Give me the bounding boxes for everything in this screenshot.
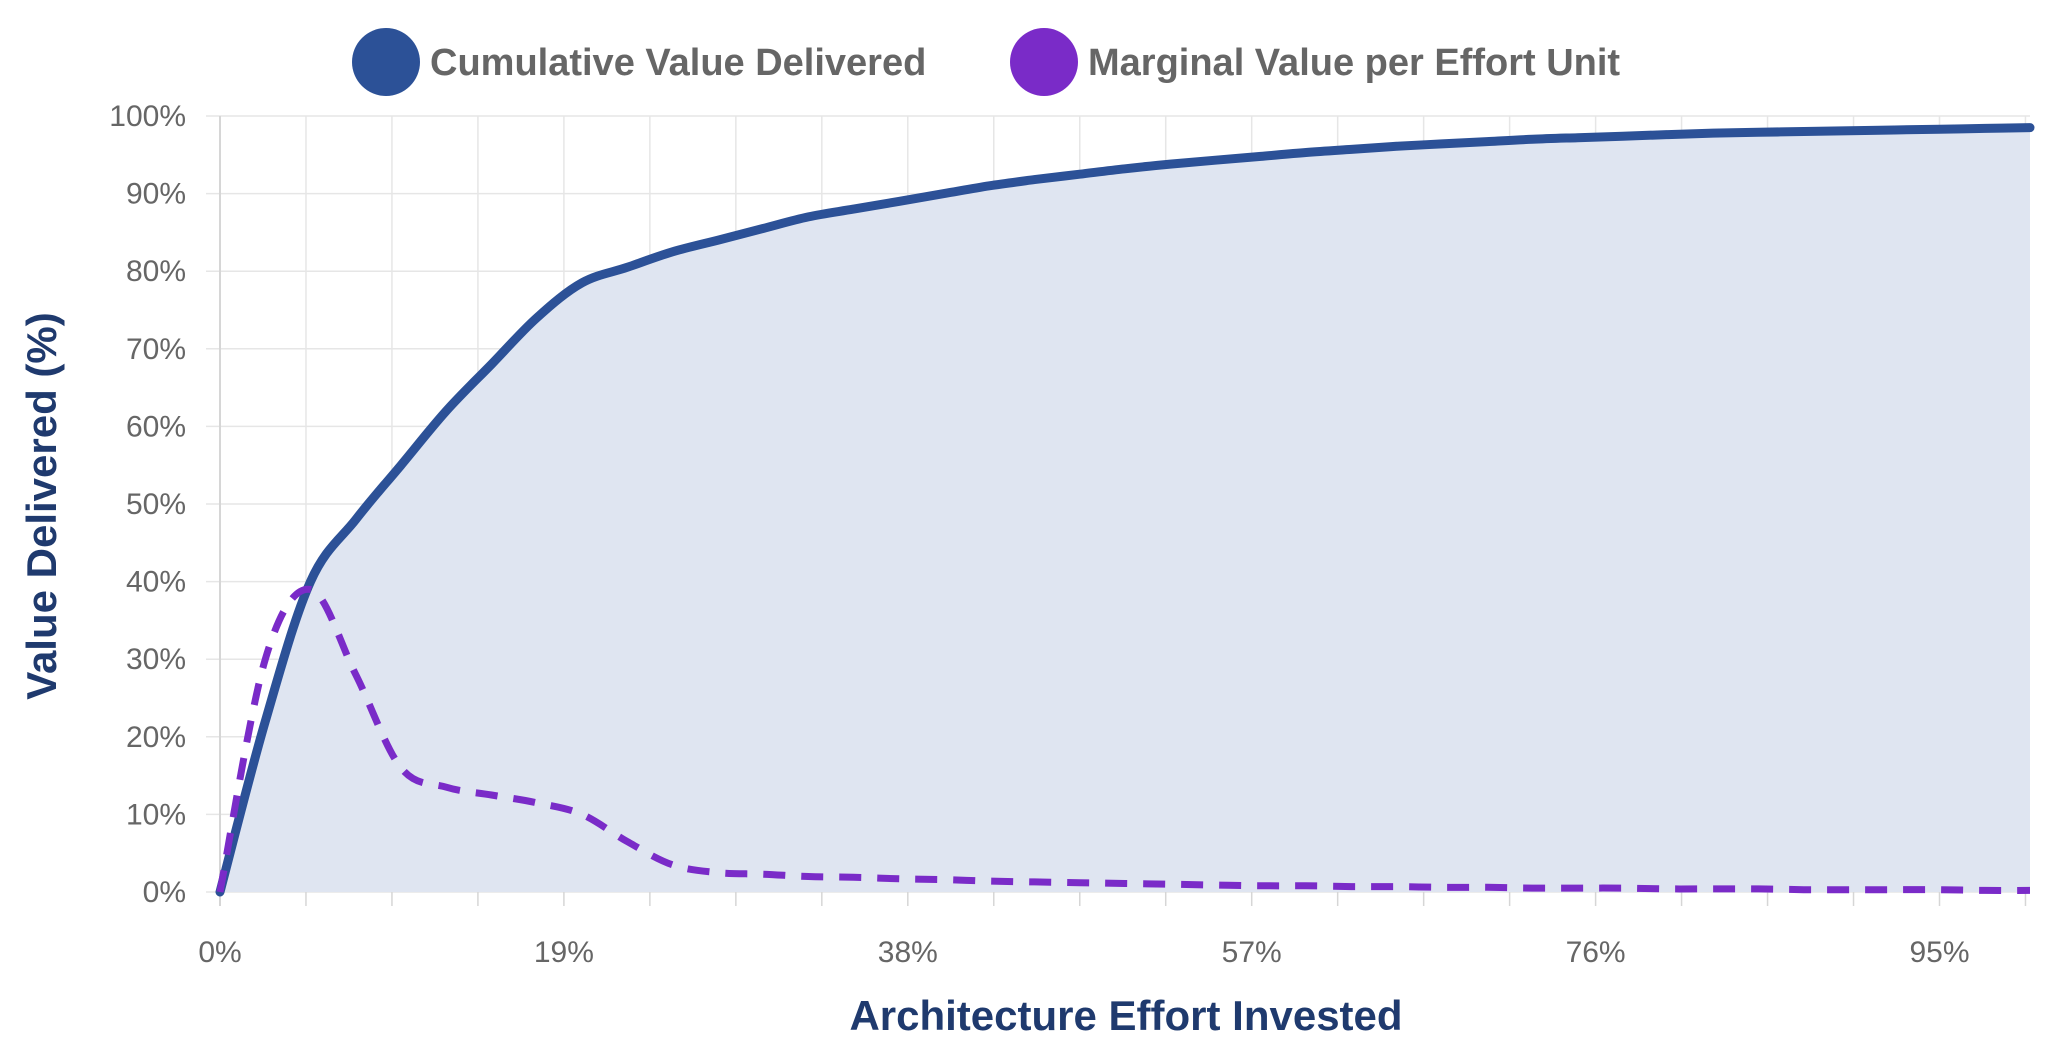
y-tick-label: 10% (126, 798, 186, 831)
axes (219, 116, 2027, 906)
y-tick-label: 70% (126, 333, 186, 366)
y-tick-label: 50% (126, 488, 186, 521)
legend-label-cumulative: Cumulative Value Delivered (430, 42, 926, 84)
legend-swatch-marginal (1010, 28, 1078, 96)
legend-label-marginal: Marginal Value per Effort Unit (1088, 42, 1620, 84)
y-tick-label: 80% (126, 255, 186, 288)
x-axis-title: Architecture Effort Invested (849, 992, 1402, 1039)
x-tick-label: 19% (534, 936, 594, 969)
y-tick-label: 90% (126, 178, 186, 211)
legend-item-cumulative[interactable]: Cumulative Value Delivered (352, 28, 926, 96)
y-tick-label: 40% (126, 566, 186, 599)
area-fill-layer (220, 127, 2030, 893)
x-tick-label: 95% (1909, 936, 1969, 969)
tick-labels: 0% 10% 20% 30% 40% 50% 60% 70% 80% 90% 100% 0% 19% 38… (109, 100, 1969, 969)
y-tick-label: 20% (126, 721, 186, 754)
x-tick-label: 38% (878, 936, 938, 969)
legend-swatch-cumulative (352, 28, 420, 96)
y-tick-label: 0% (143, 876, 186, 909)
series-area-cumulative-value-delivered (220, 127, 2030, 893)
y-tick-label: 100% (109, 100, 186, 133)
y-axis-title: Value Delivered (%) (18, 312, 65, 700)
series-line-cumulative-value-delivered[interactable] (215, 123, 2035, 897)
legend[interactable]: Cumulative Value Delivered Marginal Valu… (352, 28, 1620, 96)
x-tick-label: 0% (198, 936, 241, 969)
y-tick-label: 60% (126, 410, 186, 443)
x-tick-label: 57% (1222, 936, 1282, 969)
legend-item-marginal[interactable]: Marginal Value per Effort Unit (1010, 28, 1620, 96)
series-lines (215, 123, 2035, 897)
x-tick-label: 76% (1566, 936, 1626, 969)
series-line-marginal-value-per-effort-unit[interactable] (216, 585, 2031, 894)
y-tick-label: 30% (126, 643, 186, 676)
